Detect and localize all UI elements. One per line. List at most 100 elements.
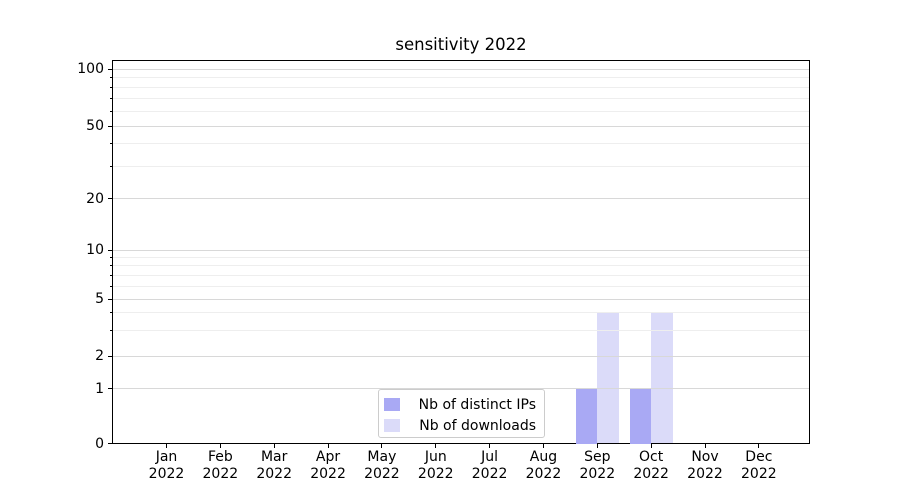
x-tick-label-apr: Apr 2022 — [298, 449, 358, 483]
y-minor-tick-90 — [109, 77, 112, 79]
x-tick-aug — [542, 444, 544, 448]
x-tick-nov — [704, 444, 706, 448]
minor-gridline-y-8 — [113, 265, 809, 267]
x-label-month: Dec — [745, 449, 773, 465]
x-tick-apr — [327, 444, 329, 448]
legend-item-downloads: Nb of downloads — [384, 417, 536, 434]
y-tick-100 — [108, 68, 112, 70]
y-minor-tick-8 — [109, 265, 112, 267]
x-tick-jun — [435, 444, 437, 448]
x-label-month: Jan — [155, 449, 178, 465]
legend-label-downloads: Nb of downloads — [419, 417, 536, 434]
x-label-year: 2022 — [471, 466, 508, 482]
x-tick-label-feb: Feb 2022 — [190, 449, 250, 483]
x-label-year: 2022 — [148, 466, 185, 482]
y-tick-label-5: 5 — [95, 291, 104, 307]
bar-distinct-ips-sep — [575, 388, 598, 444]
legend-item-distinct-ips: Nb of distinct IPs — [384, 396, 536, 413]
y-tick-label-20: 20 — [86, 190, 104, 207]
x-tick-jan — [166, 444, 167, 448]
x-tick-label-dec: Dec 2022 — [729, 449, 789, 483]
x-tick-label-jan: Jan 2022 — [137, 449, 197, 483]
x-label-year: 2022 — [202, 466, 239, 482]
gridline-y-100 — [113, 68, 809, 70]
y-tick-50 — [108, 125, 112, 127]
x-label-month: Sep — [584, 449, 611, 465]
x-tick-label-jun: Jun 2022 — [406, 449, 466, 483]
y-minor-tick-60 — [109, 110, 112, 112]
y-tick-0 — [108, 443, 112, 444]
bar-downloads-sep — [597, 312, 619, 444]
x-label-month: Jun — [424, 449, 447, 465]
bar-downloads-oct — [651, 312, 673, 444]
gridline-y-10 — [113, 249, 809, 251]
y-minor-tick-70 — [109, 97, 112, 99]
y-tick-label-0: 0 — [95, 435, 104, 452]
y-tick-1 — [108, 388, 112, 389]
chart-title: sensitivity 2022 — [395, 35, 527, 54]
bar-distinct-ips-oct — [629, 388, 652, 444]
gridline-y-5 — [113, 298, 809, 300]
gridline-y-50 — [113, 125, 809, 127]
plot-area — [112, 60, 810, 444]
gridline-y-1 — [113, 388, 809, 389]
minor-gridline-y-9 — [113, 256, 809, 258]
x-tick-mar — [273, 444, 275, 448]
x-label-year: 2022 — [579, 466, 616, 482]
y-minor-tick-7 — [109, 274, 112, 276]
x-tick-may — [381, 444, 383, 448]
x-label-year: 2022 — [417, 466, 454, 482]
x-label-month: Mar — [260, 449, 288, 465]
gridline-y-2 — [113, 355, 809, 357]
x-label-month: Jul — [481, 449, 499, 465]
gridline-y-20 — [113, 198, 809, 199]
x-label-year: 2022 — [633, 466, 669, 482]
x-label-year: 2022 — [310, 466, 346, 482]
legend-swatch-downloads — [384, 419, 401, 432]
x-tick-dec — [758, 444, 760, 448]
x-label-year: 2022 — [687, 466, 723, 482]
minor-gridline-y-7 — [113, 274, 809, 276]
x-label-month: Apr — [315, 449, 341, 465]
x-label-month: May — [367, 449, 397, 465]
y-tick-label-100: 100 — [77, 61, 104, 77]
x-label-month: Feb — [207, 449, 233, 465]
x-tick-label-mar: Mar 2022 — [244, 449, 304, 483]
x-tick-oct — [650, 444, 652, 448]
x-tick-sep — [596, 444, 598, 448]
x-label-year: 2022 — [364, 466, 400, 482]
x-label-month: Oct — [639, 449, 664, 465]
minor-gridline-y-60 — [113, 110, 809, 112]
legend-label-distinct-ips: Nb of distinct IPs — [418, 396, 536, 413]
y-minor-tick-40 — [109, 143, 112, 145]
x-label-year: 2022 — [741, 466, 777, 482]
y-tick-20 — [108, 198, 112, 199]
y-minor-tick-80 — [109, 86, 112, 88]
y-minor-tick-3 — [109, 330, 112, 332]
x-label-year: 2022 — [256, 466, 292, 482]
x-tick-label-jul: Jul 2022 — [460, 449, 520, 483]
minor-gridline-y-80 — [113, 86, 809, 88]
y-minor-tick-6 — [109, 285, 112, 287]
y-tick-10 — [108, 249, 112, 251]
y-tick-label-2: 2 — [95, 348, 104, 364]
x-tick-label-oct: Oct 2022 — [621, 449, 681, 483]
minor-gridline-y-40 — [113, 143, 809, 145]
legend: Nb of distinct IPs Nb of downloads — [378, 389, 545, 438]
y-tick-5 — [108, 298, 112, 300]
y-tick-2 — [108, 355, 112, 357]
minor-gridline-y-70 — [113, 97, 809, 99]
x-tick-jul — [489, 444, 491, 448]
legend-swatch-distinct-ips — [384, 398, 400, 411]
minor-gridline-y-6 — [113, 285, 809, 287]
y-minor-tick-4 — [109, 312, 112, 314]
y-minor-tick-30 — [109, 165, 112, 167]
y-tick-label-1: 1 — [95, 380, 104, 397]
x-tick-label-may: May 2022 — [352, 449, 412, 483]
x-tick-label-aug: Aug 2022 — [513, 449, 573, 483]
x-label-month: Nov — [691, 449, 719, 465]
x-label-month: Aug — [529, 449, 558, 465]
y-minor-tick-9 — [109, 256, 112, 258]
y-tick-label-10: 10 — [86, 242, 104, 258]
